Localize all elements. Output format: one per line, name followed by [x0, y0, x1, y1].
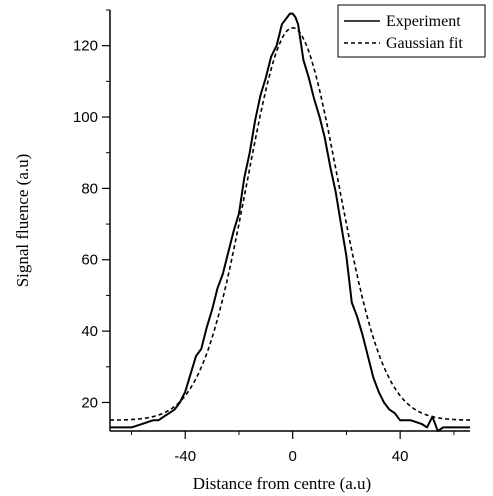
x-tick-label: 0: [289, 448, 297, 465]
x-tick-label: 40: [392, 448, 409, 465]
y-tick-label: 80: [81, 180, 98, 197]
axes: 20 40 60 80 100 120 -40 0 40: [73, 9, 470, 465]
x-tick-label: -40: [174, 448, 196, 465]
legend-box: [337, 4, 486, 58]
series-experiment-line: [110, 12, 470, 432]
legend: Experiment Gaussian fit: [337, 4, 486, 58]
x-axis-title: Distance from centre (a.u): [193, 474, 371, 493]
y-tick-label: 20: [81, 394, 98, 411]
y-tick-label: 100: [73, 109, 98, 126]
series-gaussian-fit-line: [109, 26, 470, 421]
series-layer: [109, 12, 470, 432]
y-tick-label: 120: [73, 38, 98, 55]
legend-label-experiment: Experiment: [386, 13, 461, 30]
y-axis-title: Signal fluence (a.u): [13, 154, 32, 288]
y-tick-label: 60: [81, 252, 98, 269]
legend-label-gaussian-fit: Gaussian fit: [386, 35, 463, 52]
y-tick-label: 40: [81, 323, 98, 340]
